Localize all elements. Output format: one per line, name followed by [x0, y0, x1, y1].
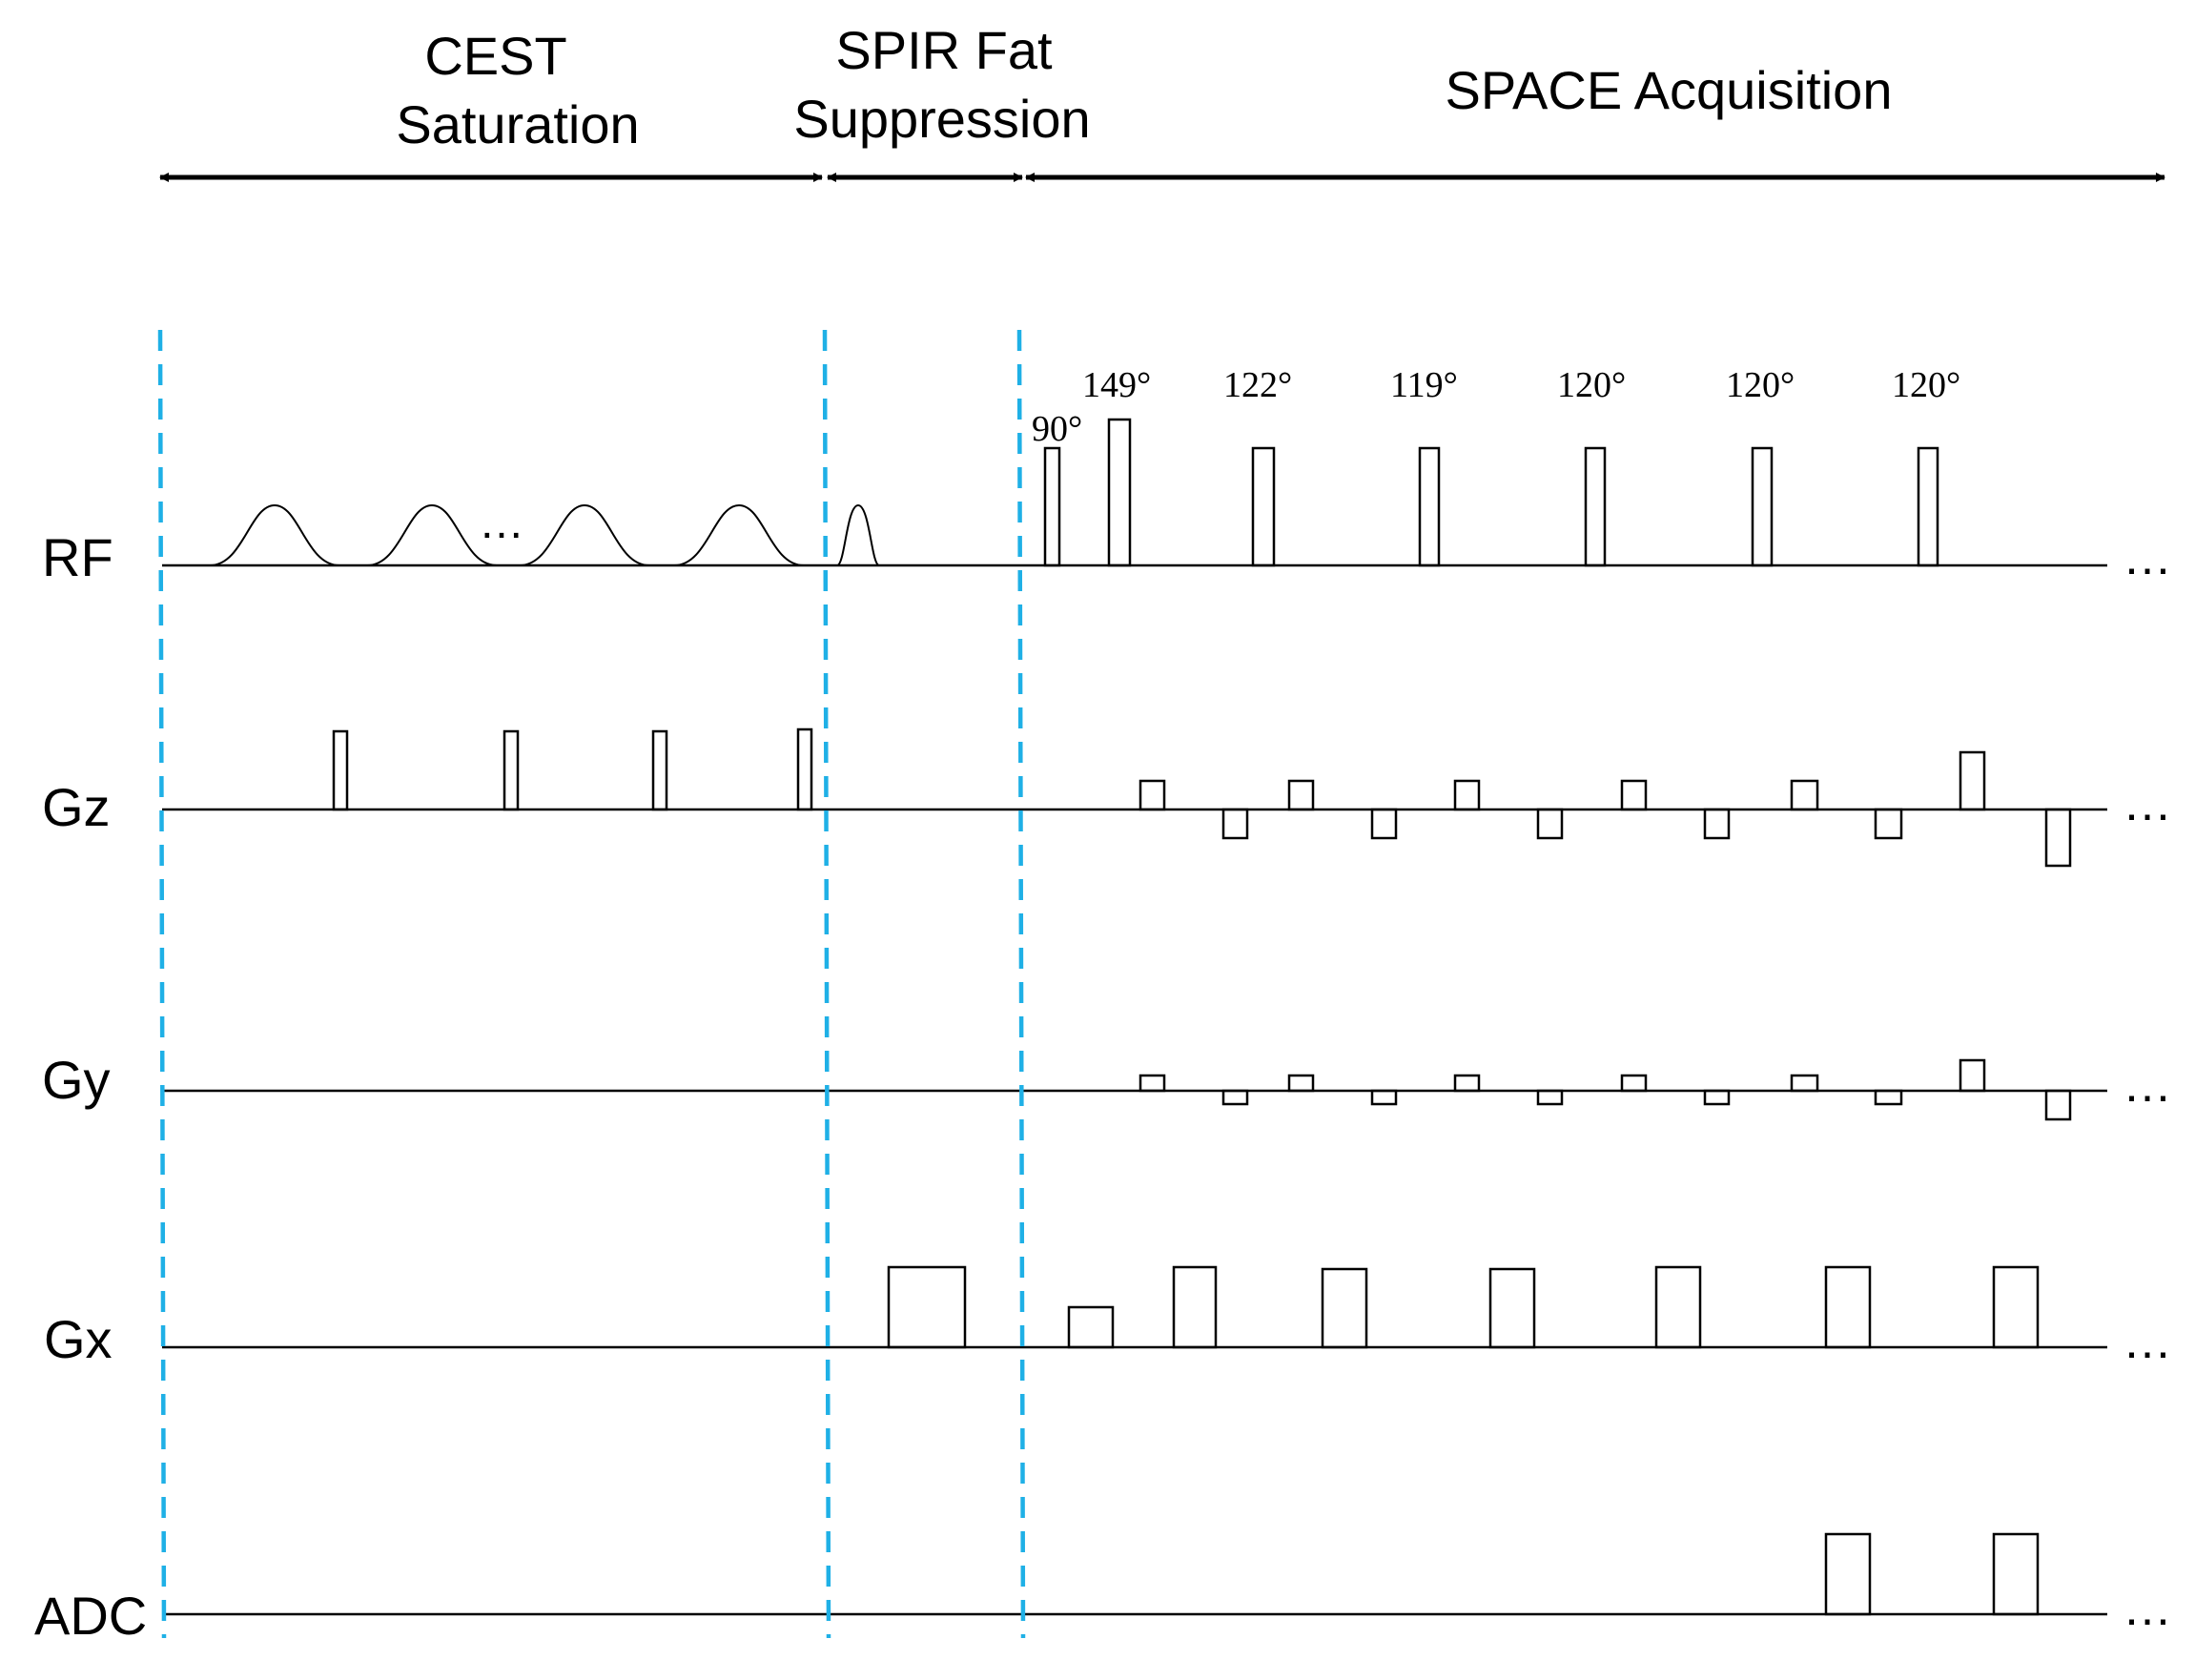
- gx-readout-5: [1824, 1265, 1872, 1349]
- flip-angle-122: 122°: [1223, 365, 1292, 405]
- divider-cest-spir: [822, 329, 831, 1639]
- gy-lobe-neg-3: [1536, 1089, 1564, 1106]
- rf-pulse-149: [1107, 418, 1132, 567]
- gx-channel-label: Gx: [44, 1309, 113, 1369]
- channel-labels: RF Gz Gy Gx ADC: [34, 527, 147, 1646]
- continuation-markers: … … … … …: [2123, 530, 2172, 1636]
- gz-lobe-neg-3: [1536, 808, 1564, 840]
- gy-lobe-pos-6: [1959, 1058, 1986, 1093]
- flip-angle-149: 149°: [1082, 365, 1151, 405]
- gz-spoiler-2: [503, 729, 520, 811]
- gy-lobe-neg-2: [1370, 1089, 1398, 1106]
- gx-continuation: …: [2123, 1314, 2172, 1369]
- flip-angle-120-c: 120°: [1892, 365, 1960, 405]
- gz-spoiler-4: [796, 727, 813, 811]
- gz-lobe-pos-5: [1790, 779, 1819, 811]
- gz-gradients: [332, 727, 2072, 868]
- divider-spir-space: [1016, 329, 1026, 1639]
- gy-lobe-pos-5: [1790, 1074, 1819, 1093]
- gx-readout-6: [1992, 1265, 2040, 1349]
- gy-lobe-neg-5: [1874, 1089, 1903, 1106]
- cest-pulse-ellipsis: …: [479, 498, 524, 548]
- gy-lobe-neg-1: [1221, 1089, 1249, 1106]
- flip-angle-120-a: 120°: [1557, 365, 1626, 405]
- gz-spoiler-3: [651, 729, 668, 811]
- adc-window-2: [1992, 1532, 2040, 1616]
- flip-angle-90: 90°: [1032, 409, 1082, 449]
- flip-angle-labels: 90° 149° 122° 119° 120° 120° 120°: [1032, 365, 1960, 449]
- rf-pulse-120-c: [1917, 446, 1939, 567]
- gz-lobe-pos-4: [1620, 779, 1648, 811]
- space-acquisition-label: SPACE Acquisition: [1446, 60, 1893, 120]
- gx-spir-spoiler: [887, 1265, 967, 1349]
- cest-pulse-2: [366, 503, 498, 566]
- baselines: [162, 563, 2107, 1616]
- gx-readout-3: [1488, 1267, 1536, 1349]
- section-headers: CEST Saturation SPIR Fat Suppression SPA…: [396, 20, 1892, 154]
- gz-lobe-neg-2: [1370, 808, 1398, 840]
- adc-continuation: …: [2123, 1581, 2172, 1636]
- divider-start: [157, 329, 167, 1639]
- gz-lobe-neg-6: [2044, 808, 2072, 868]
- gy-lobe-pos-1: [1139, 1074, 1166, 1093]
- gx-readout-1: [1172, 1265, 1218, 1349]
- flip-angle-120-b: 120°: [1726, 365, 1795, 405]
- cest-pulse-4: [673, 503, 805, 566]
- rf-continuation: …: [2123, 530, 2172, 585]
- gz-lobe-neg-5: [1874, 808, 1903, 840]
- gy-lobe-pos-2: [1287, 1074, 1315, 1093]
- gz-lobe-pos-1: [1139, 779, 1166, 811]
- gz-channel-label: Gz: [42, 777, 111, 837]
- adc-window-1: [1824, 1532, 1872, 1616]
- adc-channel-label: ADC: [34, 1586, 147, 1646]
- gy-lobe-pos-4: [1620, 1074, 1648, 1093]
- gz-lobe-pos-2: [1287, 779, 1315, 811]
- gz-lobe-pos-3: [1453, 779, 1481, 811]
- rf-pulse-120-a: [1584, 446, 1607, 567]
- gz-lobe-neg-1: [1221, 808, 1249, 840]
- gy-continuation: …: [2123, 1057, 2172, 1113]
- cest-pulse-3: [519, 503, 650, 566]
- space-rf-pulses: [1043, 418, 1939, 567]
- gz-spoiler-1: [332, 729, 349, 811]
- cest-label-line1: CEST: [424, 26, 566, 86]
- gx-gradients: [887, 1265, 2040, 1349]
- adc-windows: [1824, 1532, 2040, 1616]
- gx-readout-4: [1654, 1265, 1702, 1349]
- spir-pulse: [836, 503, 880, 566]
- gz-continuation: …: [2123, 776, 2172, 831]
- gy-lobe-pos-3: [1453, 1074, 1481, 1093]
- rf-pulse-120-b: [1751, 446, 1774, 567]
- gy-channel-label: Gy: [42, 1050, 111, 1110]
- gy-lobe-neg-6: [2044, 1089, 2072, 1121]
- cest-saturation-pulses: [209, 503, 880, 566]
- cest-pulse-1: [209, 503, 340, 566]
- cest-label-line2: Saturation: [396, 94, 639, 154]
- gy-lobe-neg-4: [1703, 1089, 1731, 1106]
- gx-prephaser: [1067, 1305, 1115, 1349]
- spir-label-line2: Suppression: [793, 89, 1090, 149]
- flip-angle-119: 119°: [1390, 365, 1458, 405]
- rf-pulse-122: [1251, 446, 1276, 567]
- rf-pulse-90: [1043, 446, 1061, 567]
- gz-lobe-neg-4: [1703, 808, 1731, 840]
- gy-gradients: [1139, 1058, 2072, 1121]
- spir-label-line1: SPIR Fat: [835, 20, 1053, 80]
- section-dividers: [157, 329, 1026, 1639]
- gz-lobe-pos-6: [1959, 750, 1986, 811]
- gx-readout-2: [1321, 1267, 1368, 1349]
- rf-channel-label: RF: [42, 527, 113, 587]
- rf-pulse-119: [1418, 446, 1441, 567]
